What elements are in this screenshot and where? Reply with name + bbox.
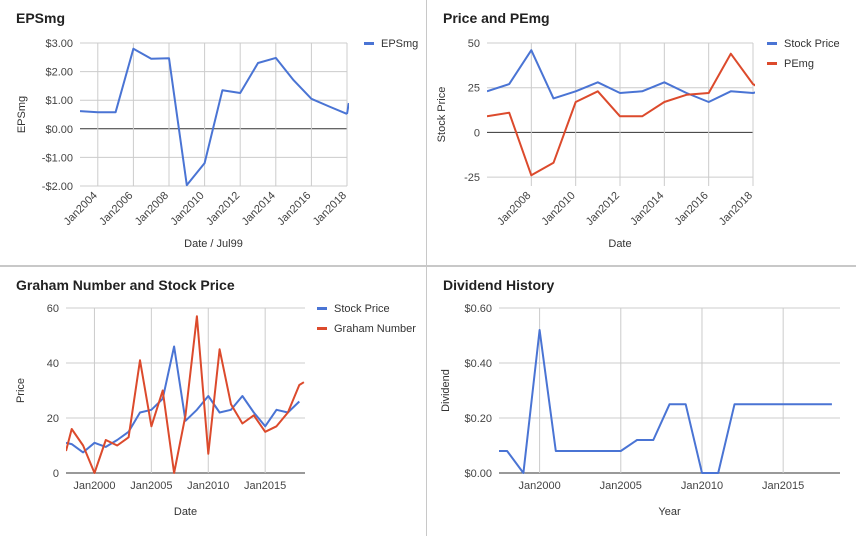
legend-swatch [767, 62, 777, 65]
y-tick-label: 25 [468, 83, 480, 95]
legend-label: Graham Number [334, 323, 416, 335]
x-axis-label: Date [608, 238, 631, 250]
x-tick-label: Jan2005 [600, 480, 642, 492]
series-line-graham-number [66, 315, 305, 474]
x-tick-label: Jan2006 [97, 190, 135, 228]
x-tick-label: Jan2008 [133, 190, 171, 228]
y-tick-label: 60 [47, 303, 59, 315]
x-tick-label: Jan2010 [168, 190, 206, 228]
y-tick-label: $0.00 [464, 468, 492, 480]
y-tick-label: $0.20 [464, 413, 492, 425]
y-tick-label: $2.00 [45, 67, 73, 79]
x-axis-label: Date [174, 506, 197, 518]
y-tick-label: 0 [474, 127, 480, 139]
y-axis-label: EPSmg [16, 96, 28, 133]
y-axis-label: Stock Price [436, 87, 448, 143]
chart-title: Price and PEmg [443, 10, 550, 26]
y-tick-label: -$1.00 [42, 152, 73, 164]
x-tick-label: Jan2010 [187, 480, 229, 492]
y-tick-label: $0.60 [464, 303, 492, 315]
epsmg-chart: -$2.00 -$1.00 $0.00 $1.00 $2.00 $3.00 Jan2004 J… [0, 0, 426, 265]
x-tick-label: Jan2004 [62, 190, 100, 228]
y-tick-label: $1.00 [45, 95, 73, 107]
series-line-epsmg [80, 47, 348, 187]
x-tick-label: Jan2016 [275, 190, 313, 228]
y-tick-label: -$2.00 [42, 181, 73, 193]
x-tick-label: Jan2018 [311, 190, 349, 228]
x-axis-label: Date / Jul99 [184, 238, 243, 250]
y-axis-label: Price [15, 378, 27, 403]
horizontal-divider [0, 265, 856, 267]
x-tick-label: Jan2012 [584, 190, 622, 228]
x-tick-label: Jan2018 [717, 190, 755, 228]
chart-title: EPSmg [16, 10, 66, 26]
graham-number-chart: 0 20 40 60 Jan2000 Jan2005 Jan2010 Jan2015 Date P… [0, 267, 426, 536]
y-tick-label: -25 [464, 172, 480, 184]
x-tick-label: Jan2008 [495, 190, 533, 228]
legend-label: EPSmg [381, 38, 418, 50]
chart-svg: 0 20 40 60 Jan2000 Jan2005 Jan2010 Jan2015 Date P… [15, 303, 416, 518]
y-tick-label: 20 [47, 413, 59, 425]
series-line-stock-price [66, 345, 300, 454]
x-tick-label: Jan2012 [204, 190, 242, 228]
legend-label: PEmg [784, 58, 814, 70]
x-tick-label: Jan2016 [672, 190, 710, 228]
x-axis-label: Year [658, 506, 681, 518]
x-tick-label: Jan2010 [681, 480, 723, 492]
x-tick-label: Jan2014 [628, 190, 666, 228]
vertical-divider [426, 0, 427, 536]
y-tick-label: $0.00 [45, 124, 73, 136]
x-tick-label: Jan2015 [762, 480, 804, 492]
x-tick-label: Jan2014 [240, 190, 278, 228]
legend-label: Stock Price [334, 303, 390, 315]
y-tick-label: $0.40 [464, 358, 492, 370]
chart-title: Dividend History [443, 277, 555, 293]
chart-svg: -$2.00-$1.00$0.00$1.00$2.00$3.00Jan2004J… [16, 38, 418, 250]
series-line-stock-price [487, 49, 755, 103]
legend-swatch [317, 307, 327, 310]
series-line-pemg [487, 52, 755, 177]
y-tick-label: $3.00 [45, 38, 73, 50]
x-tick-label: Jan2000 [518, 480, 560, 492]
y-axis-label: Dividend [440, 369, 452, 412]
series-line-1 [346, 102, 349, 115]
x-tick-label: Jan2015 [244, 480, 286, 492]
y-tick-label: 0 [53, 468, 59, 480]
y-tick-label: 50 [468, 38, 480, 50]
legend-label: Stock Price [784, 38, 840, 50]
x-tick-label: Jan2000 [73, 480, 115, 492]
dividend-history-chart: $0.00 $0.20 $0.40 $0.60 Jan2000 Jan2005 Jan201… [427, 267, 856, 536]
chart-title: Graham Number and Stock Price [16, 277, 235, 293]
legend-swatch [767, 42, 777, 45]
price-pemg-chart: -25 0 25 50 Jan2008 Jan2010 Jan2012 Jan2014 Jan2… [427, 0, 856, 265]
x-tick-label: Jan2010 [539, 190, 577, 228]
y-tick-label: 40 [47, 358, 59, 370]
legend-swatch [364, 42, 374, 45]
series-line-0 [499, 329, 832, 474]
legend-swatch [317, 327, 327, 330]
x-tick-label: Jan2005 [130, 480, 172, 492]
chart-svg: $0.00 $0.20 $0.40 $0.60 Jan2000 Jan2005 Jan201… [440, 303, 840, 518]
